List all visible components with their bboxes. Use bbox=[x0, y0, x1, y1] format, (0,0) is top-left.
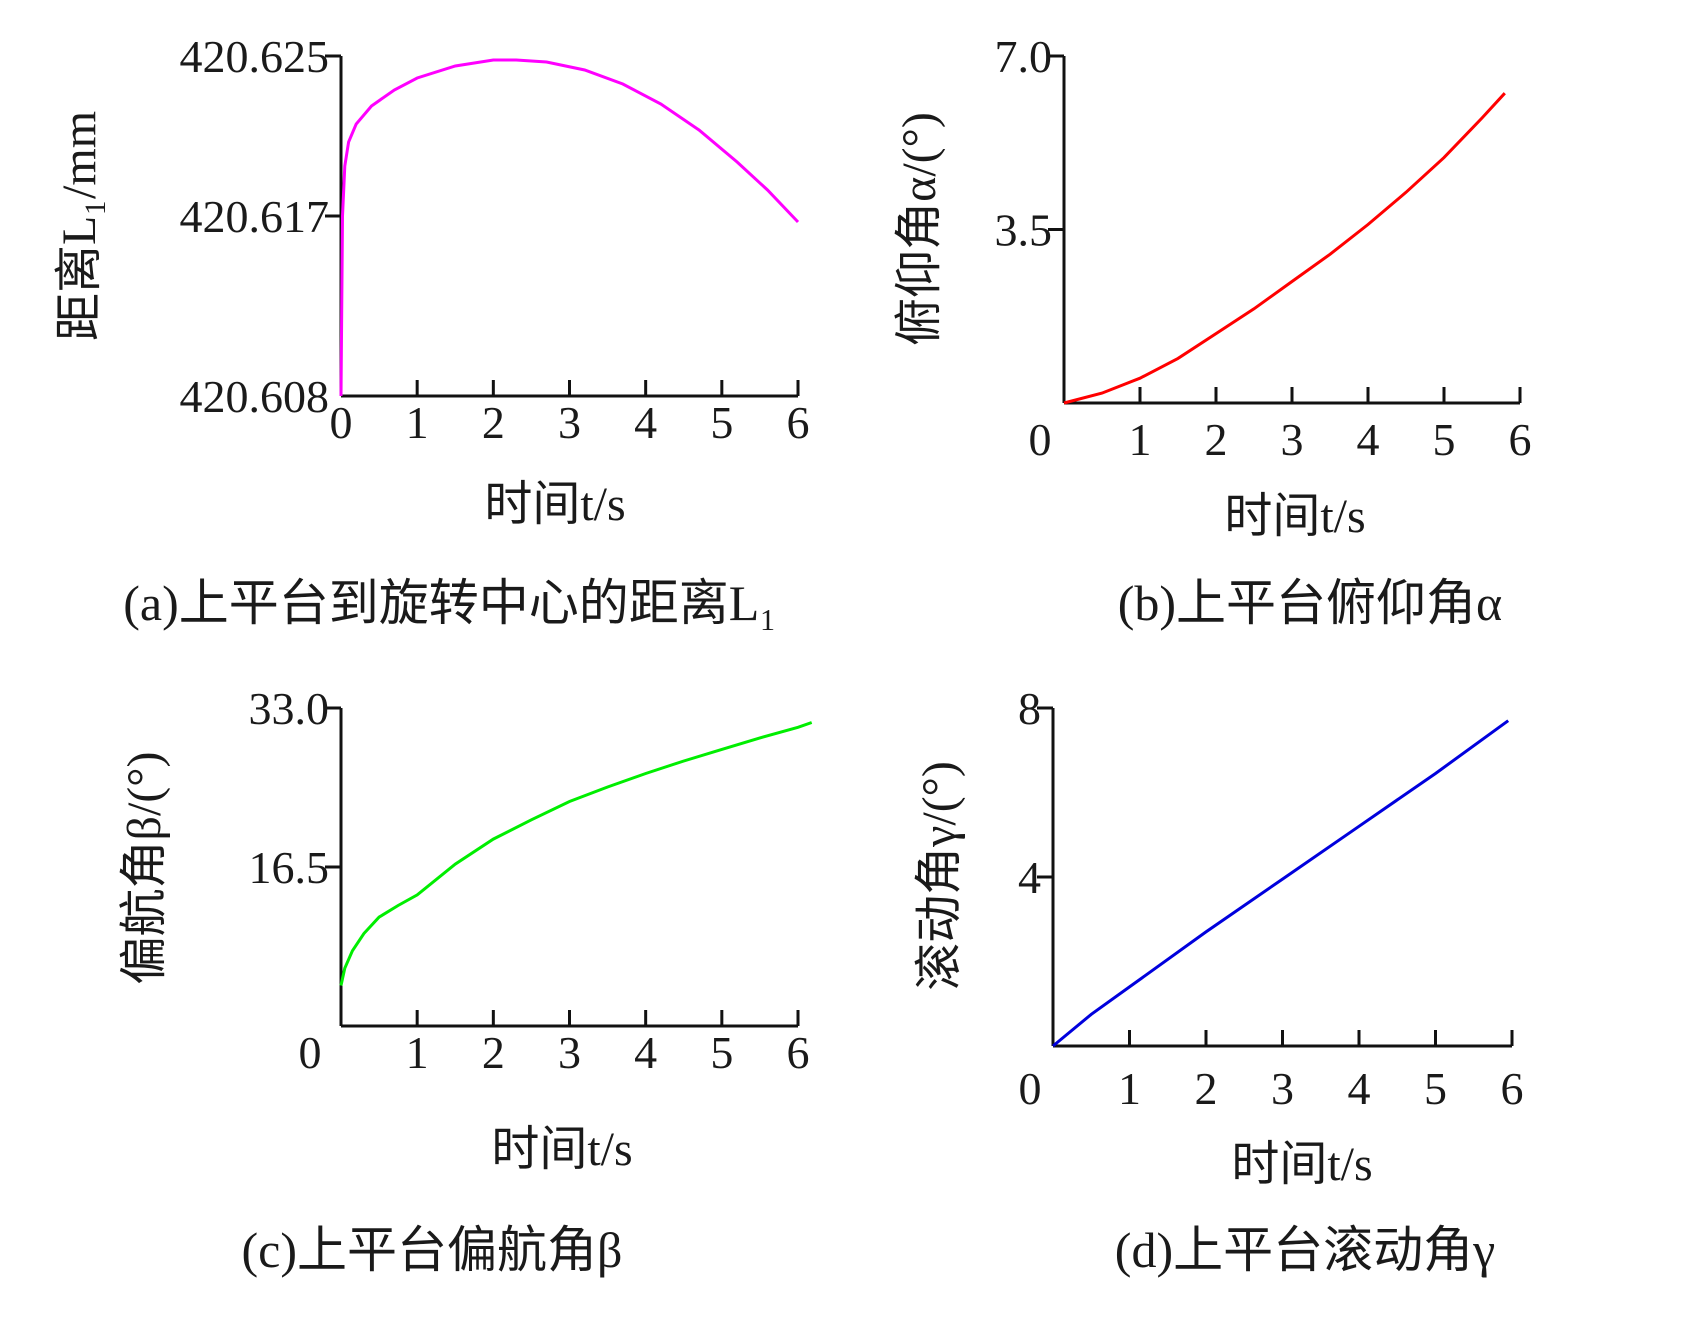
panel-caption: (b)上平台俯仰角α bbox=[1118, 575, 1503, 631]
x-tick-label: 4 bbox=[634, 1027, 657, 1078]
y-axis-label: 偏航角β/(°) bbox=[118, 752, 171, 985]
x-tick-label: 0 bbox=[1029, 414, 1052, 465]
x-tick-label: 1 bbox=[406, 1027, 429, 1078]
x-tick-label: 0 bbox=[1019, 1063, 1042, 1114]
x-tick-label: 2 bbox=[482, 397, 505, 448]
y-tick-label: 420.617 bbox=[180, 191, 330, 242]
x-tick-label: 3 bbox=[558, 397, 581, 448]
x-tick-label: 0 bbox=[299, 1027, 322, 1078]
x-tick-label: 2 bbox=[1195, 1063, 1218, 1114]
series-line bbox=[1063, 92, 1506, 405]
x-axis-label: 时间t/s bbox=[484, 478, 625, 531]
x-tick-label: 3 bbox=[1281, 414, 1304, 465]
x-tick-label: 2 bbox=[1205, 414, 1228, 465]
series-line bbox=[1052, 719, 1510, 1048]
x-tick-label: 5 bbox=[1433, 414, 1456, 465]
x-tick-label: 1 bbox=[1118, 1063, 1141, 1114]
x-tick-label: 4 bbox=[1348, 1063, 1371, 1114]
y-axis-label: 距离L₁/mm bbox=[53, 111, 106, 341]
x-tick-label: 3 bbox=[558, 1027, 581, 1078]
x-tick-label: 6 bbox=[1501, 1063, 1524, 1114]
x-tick-label: 6 bbox=[1509, 414, 1532, 465]
x-tick-label: 5 bbox=[1424, 1063, 1447, 1114]
y-axis-label: 俯仰角α/(°) bbox=[893, 112, 946, 346]
y-tick-label: 420.608 bbox=[180, 371, 330, 422]
y-tick-label: 4 bbox=[1018, 852, 1041, 903]
panel-caption: (d)上平台滚动角γ bbox=[1115, 1222, 1495, 1278]
x-tick-label: 1 bbox=[406, 397, 429, 448]
x-tick-label: 4 bbox=[634, 397, 657, 448]
x-tick-label: 5 bbox=[710, 1027, 733, 1078]
y-tick-label: 420.625 bbox=[180, 31, 330, 82]
x-tick-label: 5 bbox=[710, 397, 733, 448]
x-tick-label: 3 bbox=[1271, 1063, 1294, 1114]
x-axis-label: 时间t/s bbox=[491, 1123, 632, 1176]
y-tick-label: 16.5 bbox=[249, 842, 330, 893]
x-tick-label: 1 bbox=[1129, 414, 1152, 465]
panel-a: 0 1 2 3 4 5 6 420.608 420.617 420.625 时间t/s 距离L₁/mm… bbox=[53, 31, 810, 631]
series-line bbox=[339, 58, 800, 397]
x-tick-label: 6 bbox=[787, 1027, 810, 1078]
x-axis-label: 时间t/s bbox=[1224, 490, 1365, 543]
x-tick-label: 2 bbox=[482, 1027, 505, 1078]
panel-caption: (a)上平台到旋转中心的距离L₁ bbox=[123, 575, 776, 631]
x-tick-label: 0 bbox=[330, 397, 353, 448]
series-line bbox=[339, 721, 813, 986]
y-tick-label: 7.0 bbox=[995, 31, 1053, 82]
y-tick-label: 8 bbox=[1018, 683, 1041, 734]
y-tick-label: 33.0 bbox=[249, 683, 330, 734]
x-tick-label: 6 bbox=[787, 397, 810, 448]
x-tick-label: 4 bbox=[1357, 414, 1380, 465]
x-axis-label: 时间t/s bbox=[1231, 1138, 1372, 1191]
panel-caption: (c)上平台偏航角β bbox=[242, 1222, 623, 1278]
y-tick-label: 3.5 bbox=[995, 205, 1053, 256]
y-axis-label: 滚动角γ/(°) bbox=[913, 761, 966, 991]
